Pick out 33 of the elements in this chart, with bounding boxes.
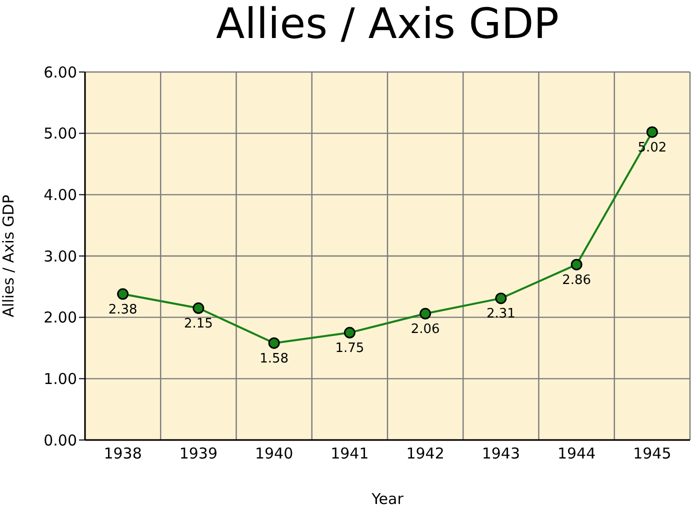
y-tick-label: 2.00 — [44, 308, 77, 327]
data-label: 2.06 — [410, 322, 440, 337]
point — [344, 326, 356, 338]
point — [570, 258, 582, 270]
y-tick-label: 3.00 — [44, 247, 77, 266]
y-tick-label: 1.00 — [44, 370, 77, 388]
x-tick-label: 1944 — [557, 444, 596, 463]
y-tick-label: 4.00 — [44, 186, 77, 204]
point — [495, 292, 507, 304]
point — [268, 337, 280, 349]
chart-title: Allies / Axis GDP — [214, 0, 560, 48]
data-label: 2.38 — [108, 302, 138, 318]
y-tick-label: 0.00 — [44, 431, 77, 450]
data-label: 2.31 — [486, 306, 516, 322]
x-tick-label: 1940 — [254, 444, 294, 463]
y-axis-title: Allies / Axis GDP — [0, 194, 18, 318]
data-label: 1.75 — [335, 340, 364, 356]
data-label: 2.15 — [184, 316, 213, 332]
point — [117, 288, 129, 300]
y-tick-label: 6.00 — [44, 63, 77, 82]
y-tick-label: 5.00 — [44, 124, 77, 143]
x-tick-label: 1942 — [406, 444, 444, 463]
data-label: 1.58 — [260, 351, 289, 366]
x-axis-title: Year — [370, 490, 404, 508]
data-label: 2.86 — [562, 272, 592, 288]
x-tick-label: 1939 — [179, 444, 218, 463]
point — [646, 126, 658, 138]
x-tick-label: 1938 — [104, 444, 142, 463]
x-tick-label: 1941 — [330, 444, 369, 463]
x-tick-label: 1945 — [633, 444, 672, 463]
x-tick-label: 1943 — [482, 444, 520, 463]
point — [420, 308, 432, 320]
point — [192, 302, 204, 314]
